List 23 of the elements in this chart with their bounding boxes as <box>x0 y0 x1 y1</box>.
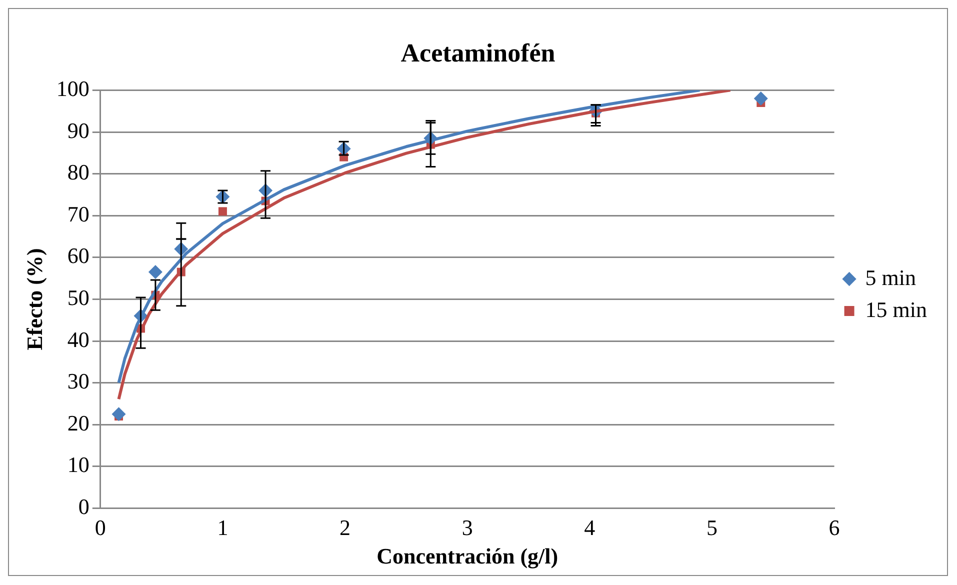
x-tick-label: 5 <box>706 515 718 540</box>
y-tick-label: 60 <box>67 243 90 268</box>
y-tick-label: 90 <box>67 118 90 143</box>
x-axis-title: Concentración (g/l) <box>376 543 558 568</box>
y-tick-label: 0 <box>78 494 90 519</box>
y-tick-label: 30 <box>67 368 90 394</box>
y-tick-label: 70 <box>67 201 90 226</box>
y-axis-title: Efecto (%) <box>22 248 47 350</box>
legend-label: 15 min <box>865 296 928 322</box>
legend-label: 5 min <box>865 264 916 290</box>
y-tick-label: 20 <box>67 410 90 436</box>
y-tick-label: 50 <box>67 284 90 310</box>
x-tick-label: 1 <box>217 515 228 540</box>
y-tick-label: 10 <box>67 452 90 478</box>
x-tick-label: 2 <box>340 515 351 540</box>
x-tick-label: 4 <box>584 515 596 540</box>
chart-title: Acetaminofén <box>400 38 556 68</box>
x-tick-label: 3 <box>462 515 473 540</box>
y-tick-label: 40 <box>67 326 90 352</box>
y-tick-label: 80 <box>67 160 90 185</box>
x-tick-label: 6 <box>828 515 840 540</box>
y-tick-label: 100 <box>56 76 90 101</box>
x-tick-label: 0 <box>94 515 106 540</box>
